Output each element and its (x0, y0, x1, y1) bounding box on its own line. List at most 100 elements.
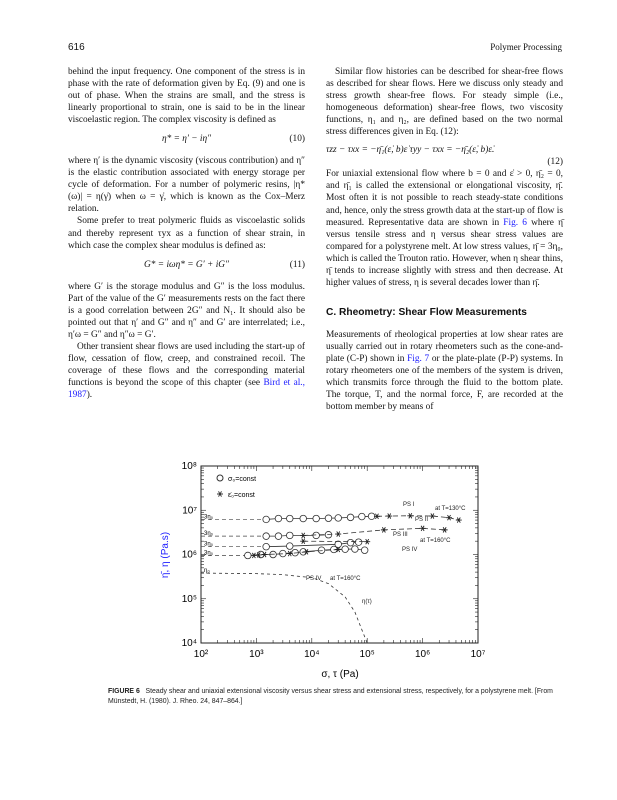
equation-10: η* = η′ − iη″ (10) (161, 134, 305, 145)
annotation: at T=160°C (420, 538, 451, 544)
data-point-circle (274, 514, 283, 523)
page-number: 616 (68, 42, 85, 53)
data-point-circle (351, 545, 359, 553)
y-tick-label: 10⁴ (182, 638, 197, 649)
citation-link-bird-1987[interactable]: Bird et al., 1987 (68, 377, 305, 401)
legend: σ₀=const ε̇₀=const (216, 474, 256, 499)
data-point-star (419, 525, 426, 532)
equation-number: (11) (289, 259, 305, 270)
paragraph: behind the input frequency. One componen… (68, 67, 305, 126)
data-point-star (455, 517, 462, 523)
data-point-circle (358, 512, 366, 521)
paragraph: Some prefer to treat polymeric fluids as… (68, 216, 305, 251)
running-head: Polymer Processing (490, 42, 562, 52)
annotation: at T=130°C (435, 506, 466, 512)
x-tick-label: 10⁵ (360, 649, 375, 660)
data-point-star (380, 527, 387, 533)
data-point-star (255, 552, 262, 558)
x-tick-label: 10³ (249, 649, 264, 660)
data-point-circle (317, 546, 326, 554)
left-column: behind the input frequency. One componen… (68, 66, 305, 401)
data-point-star (286, 550, 293, 557)
data-point-circle (354, 538, 363, 546)
data-point-circle (346, 513, 355, 522)
data-point-circle (346, 538, 355, 547)
data-point-circle (312, 531, 320, 540)
data-point-circle (262, 515, 270, 524)
figure-6-link[interactable]: Fig. 6 (503, 217, 527, 228)
data-point-star (386, 513, 393, 519)
figure-caption: FIGURE 6 Steady shear and uniaxial exten… (108, 688, 553, 705)
y-tick-label: 10⁵ (182, 594, 197, 605)
legend-star-marker (217, 491, 223, 497)
data-point-circle (324, 514, 333, 522)
paragraph: Similar flow histories can be described … (326, 67, 563, 138)
y-tick-label: 10⁷ (182, 505, 197, 516)
data-point-circle (360, 546, 369, 554)
paragraph: For uniaxial extensional flow where b = … (326, 169, 563, 288)
y-tick-label: 10⁶ (182, 550, 197, 561)
equation-12: τzz − τxx = −η̄₁(ε̇, b)ε̇ τyy − τxx = −η… (326, 145, 495, 156)
paragraph: where G′ is the storage modulus and G″ i… (68, 281, 305, 340)
series-low-label: 3η₀ (204, 514, 214, 520)
series-low-label: 3η₀ (204, 531, 214, 537)
data-point-star (303, 548, 310, 555)
x-tick-label: 10⁷ (471, 649, 486, 660)
series-line (266, 515, 372, 520)
equation-number: (10) (289, 134, 305, 145)
data-point-circle (286, 531, 294, 540)
paragraph: Other transient shear flows are used inc… (68, 341, 305, 401)
legend-circle-marker (216, 474, 224, 482)
data-point-circle (334, 514, 342, 522)
data-point-circle (244, 551, 252, 560)
data-point-star (335, 546, 342, 553)
data-point-circle (367, 512, 376, 520)
data-point-circle (312, 514, 320, 523)
data-point-star (429, 513, 436, 519)
y-axis-label: η̄, η (Pa.s) (160, 532, 171, 578)
annotation: at T=160°C (330, 576, 361, 582)
data-point-circle (334, 540, 342, 549)
data-point-circle (286, 514, 294, 523)
data-point-star (300, 532, 307, 539)
x-tick-label: 10⁶ (415, 649, 430, 660)
data-point-star (407, 512, 414, 519)
data-point-star (373, 513, 380, 520)
data-point-circle (262, 543, 270, 551)
series-low-label: 3η₀ (204, 542, 214, 548)
data-point-star (300, 538, 307, 545)
annotation: PS I (403, 502, 415, 508)
data-series: 3η₀ 3η₀ 3η₀ 3η₀ η₀ (200, 512, 462, 644)
figure-7-link[interactable]: Fig. 7 (407, 353, 430, 364)
annotation: PS III (393, 532, 408, 538)
legend-label: σ₀=const (228, 476, 256, 483)
data-point-star (335, 531, 342, 537)
legend-label: ε̇₀=const (228, 492, 255, 499)
data-point-star (261, 551, 268, 558)
x-tick-label: 10⁴ (304, 649, 319, 660)
annotations: PS I at T=130°C PS II PS III at T=160°C … (306, 502, 466, 605)
data-point-circle (262, 532, 270, 540)
annotation: PS II (415, 517, 428, 523)
axis-ticks (200, 466, 478, 644)
data-point-star (441, 527, 448, 533)
data-point-circle (341, 545, 349, 553)
x-tick-labels: 10² 10³ 10⁴ 10⁵ 10⁶ 10⁷ (194, 649, 486, 660)
equation-number: (12) (547, 157, 563, 168)
data-point-circle (299, 514, 307, 523)
data-point-star (364, 538, 371, 545)
section-heading: C. Rheometry: Shear Flow Measurements (326, 306, 527, 318)
x-axis-label: σ, τ (Pa) (321, 669, 358, 680)
annotation: PS IV (402, 547, 417, 553)
x-tick-label: 10² (194, 649, 209, 660)
y-tick-labels: 10⁴ 10⁵ 10⁶ 10⁷ 10⁸ (182, 461, 198, 649)
data-point-star (250, 552, 257, 559)
series-low-label: 3η₀ (204, 550, 214, 556)
equation-11: G* = iωη* = G′ + iG″ (11) (144, 259, 305, 270)
annotation: η(τ) (362, 599, 372, 605)
paragraph: where η′ is the dynamic viscosity (visco… (68, 156, 305, 215)
y-tick-label: 10⁸ (182, 461, 197, 472)
data-point-circle (286, 542, 294, 550)
series-low-label: η₀ (204, 568, 210, 574)
